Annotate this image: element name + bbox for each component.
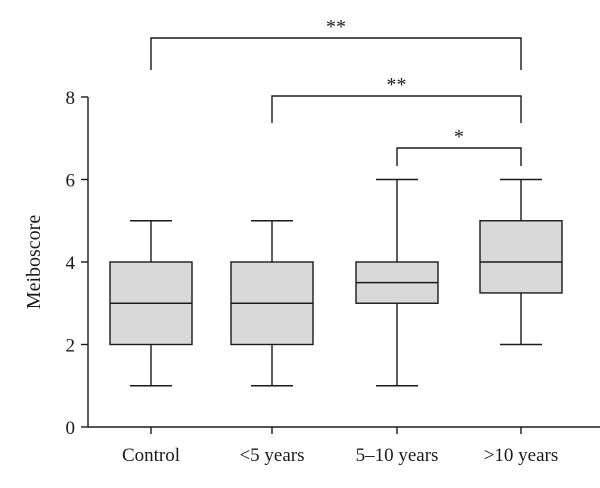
x-tick-label: 5–10 years (356, 445, 439, 466)
significance-bracket-1: ** (271, 74, 522, 123)
bracket-line (271, 95, 522, 123)
y-tick-label: 2 (66, 336, 76, 357)
significance-bracket-2: * (396, 126, 522, 166)
y-axis-label: Meiboscore (23, 215, 45, 310)
bracket-line (396, 147, 522, 166)
x-tick-label: >10 years (484, 445, 559, 466)
y-tick-label: 0 (66, 418, 76, 439)
boxes (109, 178, 563, 387)
bracket-line (150, 37, 522, 70)
significance-brackets: ***** (150, 16, 522, 166)
iqr-box (479, 220, 563, 294)
x-tick-label: Control (122, 445, 180, 466)
significance-label: * (454, 126, 464, 148)
significance-label: ** (326, 16, 346, 38)
box-0 (109, 220, 193, 387)
box-2 (355, 178, 439, 387)
y-tick-label: 4 (66, 253, 76, 274)
y-tick-label: 6 (66, 171, 76, 192)
box-1 (230, 220, 314, 387)
significance-label: ** (387, 74, 407, 96)
x-tick-label: <5 years (239, 445, 304, 466)
y-tick-label: 8 (66, 88, 76, 109)
box-3 (479, 178, 563, 346)
significance-bracket-0: ** (150, 16, 522, 70)
axes: 0 2 4 6 8 Control <5 years 5–10 years >10 years (66, 88, 600, 466)
